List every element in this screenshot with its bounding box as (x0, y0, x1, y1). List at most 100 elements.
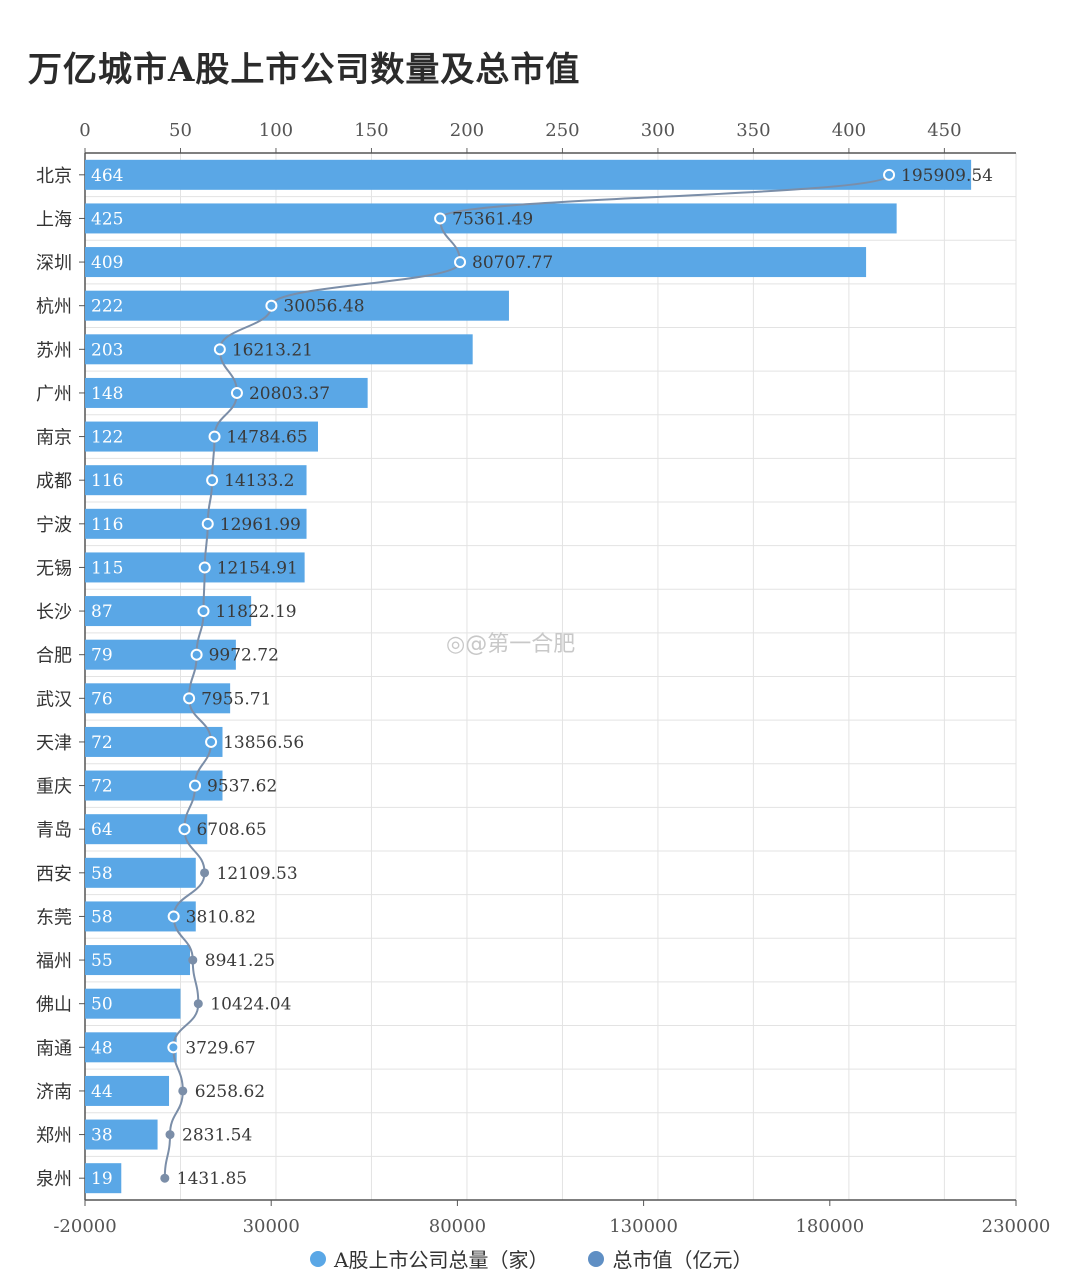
market-value-point (167, 910, 180, 923)
bar (85, 290, 509, 321)
market-value-label: 30056.48 (283, 297, 364, 317)
chart-legend: A股上市公司总量（家） 总市值（亿元） (310, 1244, 752, 1273)
bar-value-label: 122 (91, 428, 123, 448)
bar (85, 1119, 158, 1150)
market-value-point (197, 605, 210, 618)
market-value-point (178, 1086, 188, 1096)
bar (85, 377, 368, 408)
market-value-label: 11822.19 (216, 602, 297, 622)
market-value-point (165, 1130, 175, 1140)
bar (85, 1075, 170, 1106)
bar (85, 596, 252, 627)
market-value-label: 6708.65 (196, 820, 266, 840)
market-value-label: 12961.99 (220, 515, 301, 535)
watermark-text: ◎@第一合肥 (446, 632, 576, 657)
bar (85, 203, 897, 234)
top-axis-tick-label: 450 (927, 120, 961, 141)
market-value-point (265, 299, 278, 312)
bottom-axis-tick-label: 30000 (243, 1216, 300, 1237)
bar-value-label: 72 (91, 777, 113, 797)
bar-value-label: 58 (91, 864, 113, 884)
top-axis-tick-label: 200 (450, 120, 484, 141)
bar-value-label: 203 (91, 340, 123, 360)
top-axis-tick-label: 50 (169, 120, 192, 141)
bar (85, 683, 231, 714)
market-value-label: 14133.2 (224, 471, 294, 491)
top-axis-tick-label: 400 (832, 120, 866, 141)
bar-value-label: 55 (91, 951, 113, 971)
bottom-axis-tick-label: 230000 (982, 1216, 1051, 1237)
bar-value-label: 464 (91, 166, 123, 186)
category-label: 无锡 (36, 558, 72, 579)
bar (85, 334, 473, 365)
category-label: 青岛 (36, 820, 72, 841)
bar (85, 857, 196, 888)
category-label: 郑州 (36, 1126, 72, 1147)
market-value-point (205, 735, 218, 748)
market-value-point (183, 692, 196, 705)
bar (85, 247, 867, 278)
legend-dot-count (310, 1250, 326, 1267)
bar-value-label: 38 (91, 1126, 113, 1146)
market-value-label: 6258.62 (195, 1082, 265, 1102)
category-label: 西安 (36, 864, 72, 885)
bar (85, 726, 223, 757)
market-value-point (213, 343, 226, 356)
category-label: 成都 (36, 471, 72, 492)
market-value-label: 7955.71 (201, 689, 271, 709)
top-axis-tick-label: 100 (259, 120, 293, 141)
market-value-point (193, 999, 203, 1009)
category-label: 杭州 (36, 297, 72, 318)
legend-item-market-value[interactable]: 总市值（亿元） (588, 1244, 752, 1273)
category-label: 南京 (36, 428, 72, 449)
market-value-point (206, 474, 219, 487)
chart-title: 万亿城市A股上市公司数量及总市值 (28, 50, 581, 90)
bar (85, 552, 305, 583)
market-value-label: 20803.37 (249, 384, 330, 404)
category-label: 合肥 (36, 646, 72, 667)
market-value-label: 9972.72 (209, 646, 279, 666)
market-value-label: 12154.91 (217, 558, 298, 578)
bar (85, 421, 318, 452)
market-value-label: 9537.62 (207, 777, 277, 797)
bar-value-label: 48 (91, 1038, 113, 1058)
market-value-label: 10424.04 (210, 995, 291, 1015)
market-value-point (208, 430, 221, 443)
bar-value-label: 19 (91, 1169, 113, 1189)
bar-value-label: 115 (91, 558, 123, 578)
market-value-point (178, 823, 191, 836)
market-value-point (434, 212, 447, 225)
category-label: 泉州 (36, 1169, 72, 1190)
market-value-label: 80707.77 (472, 253, 553, 273)
bar-value-label: 148 (91, 384, 123, 404)
category-label: 济南 (36, 1082, 72, 1103)
bottom-axis-tick-label: 130000 (609, 1216, 678, 1237)
category-label: 宁波 (36, 515, 72, 536)
category-label: 东莞 (36, 907, 72, 928)
bar (85, 1163, 122, 1194)
bar (85, 159, 972, 190)
bottom-axis-tick-label: 80000 (429, 1216, 486, 1237)
legend-label-count: A股上市公司总量（家） (334, 1248, 549, 1272)
legend-label-market-value: 总市值（亿元） (612, 1248, 753, 1272)
market-value-point (454, 256, 467, 269)
bar (85, 508, 307, 539)
legend-item-count[interactable]: A股上市公司总量（家） (310, 1244, 548, 1273)
bar (85, 1032, 177, 1063)
top-axis-tick-label: 250 (545, 120, 579, 141)
top-axis-tick-label: 150 (354, 120, 388, 141)
market-value-point (198, 561, 211, 574)
category-label: 福州 (36, 951, 72, 972)
market-value-point (160, 1173, 170, 1183)
category-label: 佛山 (36, 995, 72, 1016)
bar-value-label: 58 (91, 907, 113, 927)
category-label: 上海 (36, 209, 72, 230)
bar-value-label: 44 (91, 1082, 113, 1102)
market-value-label: 3729.67 (185, 1038, 255, 1058)
market-value-label: 2831.54 (182, 1126, 252, 1146)
category-label: 武汉 (36, 689, 72, 710)
top-axis-tick-label: 350 (736, 120, 770, 141)
market-value-label: 12109.53 (217, 864, 298, 884)
bar-value-label: 425 (91, 209, 123, 229)
